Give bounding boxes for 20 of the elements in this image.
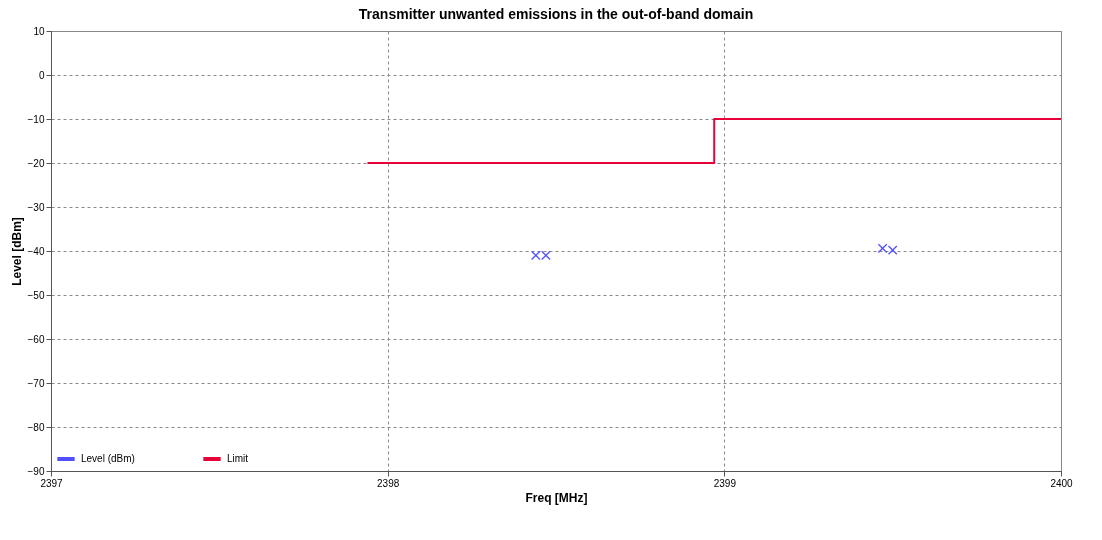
chart-title: Transmitter unwanted emissions in the out-of-band domain xyxy=(358,6,754,22)
legend-label: Limit xyxy=(227,453,249,464)
y-tick-label: −80 xyxy=(27,421,45,433)
y-tick-label: −40 xyxy=(27,245,45,257)
y-tick-label: −50 xyxy=(27,289,45,301)
x-tick-label: 2399 xyxy=(713,477,737,489)
y-tick-label: −60 xyxy=(27,333,45,345)
y-tick-label: 0 xyxy=(38,69,45,81)
x-tick-label: 2400 xyxy=(1050,477,1074,489)
y-axis-title: Level [dBm] xyxy=(9,217,24,286)
y-tick-label: −10 xyxy=(27,113,45,125)
y-tick-label: −30 xyxy=(27,201,45,213)
x-tick-label: 2398 xyxy=(377,477,400,489)
x-tick-label: 2397 xyxy=(40,477,64,489)
y-tick-label: −90 xyxy=(27,465,45,477)
y-tick-label: −20 xyxy=(27,157,45,169)
legend-label: Level (dBm) xyxy=(81,453,135,464)
y-tick-label: −70 xyxy=(27,377,45,389)
y-tick-label: 10 xyxy=(33,25,45,37)
x-axis-title: Freq [MHz] xyxy=(525,490,588,505)
